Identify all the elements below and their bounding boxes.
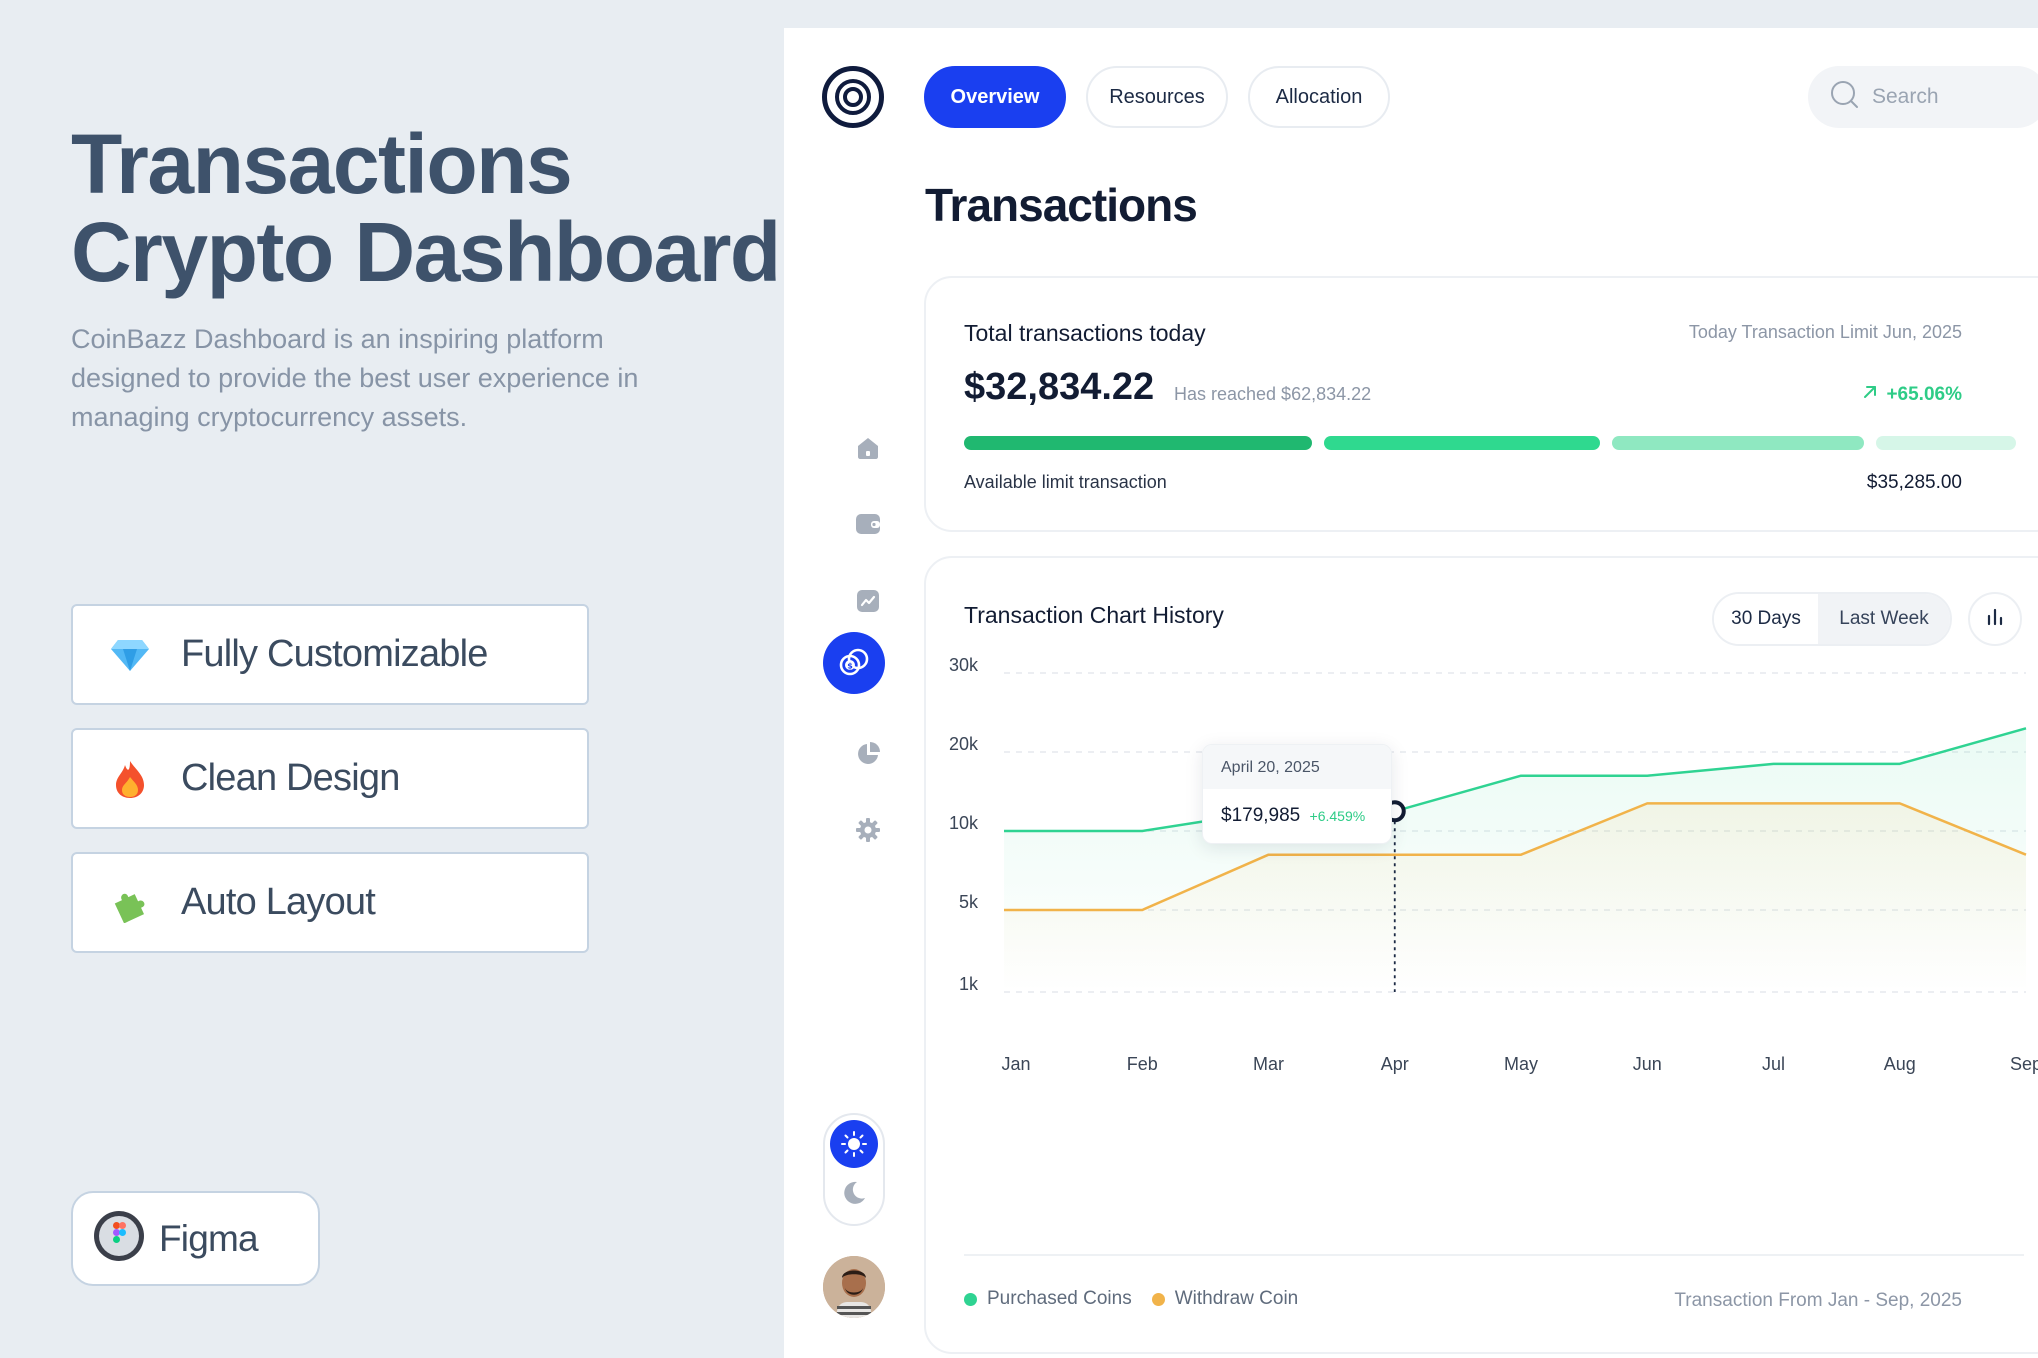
- feature-card-autolayout: Auto Layout: [71, 852, 589, 953]
- page-title: Transactions: [925, 179, 1198, 231]
- tooltip-date: April 20, 2025: [1203, 745, 1391, 789]
- legend-item-purchased: Purchased Coins: [964, 1288, 1132, 1310]
- available-value: $35,285.00: [1866, 472, 1962, 493]
- puzzle-icon: [109, 882, 151, 924]
- fire-icon: [109, 758, 151, 800]
- figma-label: Figma: [159, 1217, 259, 1259]
- history-title: Transaction Chart History: [964, 602, 1224, 628]
- x-tick-label: Jun: [1633, 1054, 1662, 1074]
- available-label: Available limit transaction: [964, 472, 1167, 492]
- x-tick-label: Sep: [2010, 1054, 2038, 1074]
- series-area: [1004, 803, 2026, 992]
- feature-label: Clean Design: [181, 757, 400, 799]
- logo-icon[interactable]: [822, 66, 884, 128]
- x-tick-label: May: [1504, 1054, 1538, 1074]
- feature-label: Auto Layout: [181, 881, 376, 923]
- range-selector[interactable]: 30 Days Last Week: [1712, 592, 1952, 646]
- y-tick-label: 1k: [959, 974, 979, 994]
- tab-resources[interactable]: Resources: [1086, 66, 1228, 128]
- chart-icon[interactable]: [852, 585, 884, 617]
- promo-title-line2: Crypto Dashboard: [71, 205, 781, 299]
- chart-range-label: Transaction From Jan - Sep, 2025: [1674, 1290, 1962, 1311]
- series-line: [1004, 727, 2027, 833]
- legend-dot: [1151, 1292, 1165, 1306]
- legend-item-withdraw: Withdraw Coin: [1151, 1288, 1299, 1310]
- change-value: +65.06%: [1886, 384, 1962, 405]
- range-last-week[interactable]: Last Week: [1818, 594, 1950, 644]
- total-amount: $32,834.22: [964, 366, 1155, 408]
- tooltip-change: +6.459%: [1309, 808, 1366, 824]
- limit-bar-segment: [1876, 436, 2016, 450]
- figma-icon: [93, 1210, 145, 1267]
- series-line: [1004, 802, 2027, 912]
- x-tick-label: Feb: [1127, 1054, 1158, 1074]
- tab-overview[interactable]: Overview: [924, 66, 1066, 128]
- feature-card-clean: Clean Design: [71, 728, 589, 829]
- x-tick-label: Jul: [1762, 1054, 1785, 1074]
- limit-bar-segment: [1324, 436, 1600, 450]
- wallet-icon[interactable]: [852, 508, 884, 540]
- x-tick-label: Aug: [1884, 1054, 1916, 1074]
- limit-label: Today Transaction Limit Jun, 2025: [1688, 322, 1962, 342]
- home-icon[interactable]: [852, 432, 884, 464]
- y-tick-label: 30k: [949, 655, 979, 675]
- feature-label: Fully Customizable: [181, 633, 488, 675]
- transaction-line-chart: 30k 20k 10k 5k 1k Jan Feb Mar Apr May Jun Jul Aug Sep: [949, 655, 2038, 1074]
- x-tick-label: Apr: [1381, 1054, 1409, 1074]
- total-transactions-card: Total transactions today Today Transacti…: [924, 276, 2038, 532]
- range-30-days[interactable]: 30 Days: [1714, 594, 1818, 644]
- search-icon: [1830, 80, 1860, 115]
- feature-card-customizable: Fully Customizable: [71, 604, 589, 705]
- avatar[interactable]: [823, 1256, 885, 1318]
- limit-bar-segment: [964, 436, 1312, 450]
- search-bar[interactable]: [1808, 66, 2038, 128]
- tooltip-value-row: $179,985 +6.459%: [1203, 789, 1391, 827]
- transactions-icon[interactable]: $: [823, 632, 885, 694]
- legend-dot: [964, 1292, 977, 1306]
- theme-toggle[interactable]: [823, 1113, 885, 1226]
- change-badge: +65.06%: [1862, 384, 1962, 406]
- legend-label: Purchased Coins: [987, 1288, 1132, 1309]
- promo-title: Transactions Crypto Dashboard: [71, 117, 781, 299]
- x-tick-label: Jan: [1001, 1054, 1030, 1074]
- sun-icon[interactable]: [830, 1120, 878, 1168]
- bar-chart-icon: [1984, 606, 2006, 633]
- bar-chart-toggle[interactable]: [1968, 592, 2022, 646]
- search-input[interactable]: [1872, 85, 2022, 109]
- arrow-up-right-icon: [1862, 384, 1878, 406]
- limit-bar-segment: [1612, 436, 1864, 450]
- reached-label: Has reached $62,834.22: [1174, 384, 1372, 404]
- tooltip-value: $179,985: [1221, 805, 1301, 826]
- total-title: Total transactions today: [964, 320, 1206, 346]
- figma-badge: Figma: [71, 1191, 320, 1286]
- y-tick-label: 20k: [949, 734, 979, 754]
- tab-allocation[interactable]: Allocation: [1248, 66, 1390, 128]
- svg-text:$: $: [847, 662, 853, 671]
- transaction-history-card: Transaction Chart History 30 Days Last W…: [924, 556, 2038, 1354]
- settings-icon[interactable]: [852, 814, 884, 846]
- gem-icon: [109, 634, 151, 676]
- y-tick-label: 5k: [959, 892, 979, 912]
- dashboard-app: $ Overview Resources Allocation Transact…: [784, 28, 2038, 1358]
- legend-label: Withdraw Coin: [1174, 1288, 1299, 1309]
- chart-tooltip: April 20, 2025 $179,985 +6.459%: [1202, 744, 1392, 844]
- moon-icon[interactable]: [839, 1178, 869, 1208]
- promo-title-line1: Transactions: [71, 117, 573, 211]
- y-tick-label: 10k: [949, 813, 979, 833]
- divider: [964, 1254, 2024, 1256]
- promo-description: CoinBazz Dashboard is an inspiring platf…: [71, 324, 639, 432]
- chart-legend: Purchased Coins Withdraw Coin: [964, 1288, 1298, 1310]
- pie-chart-icon[interactable]: [852, 738, 884, 770]
- x-tick-label: Mar: [1253, 1054, 1284, 1074]
